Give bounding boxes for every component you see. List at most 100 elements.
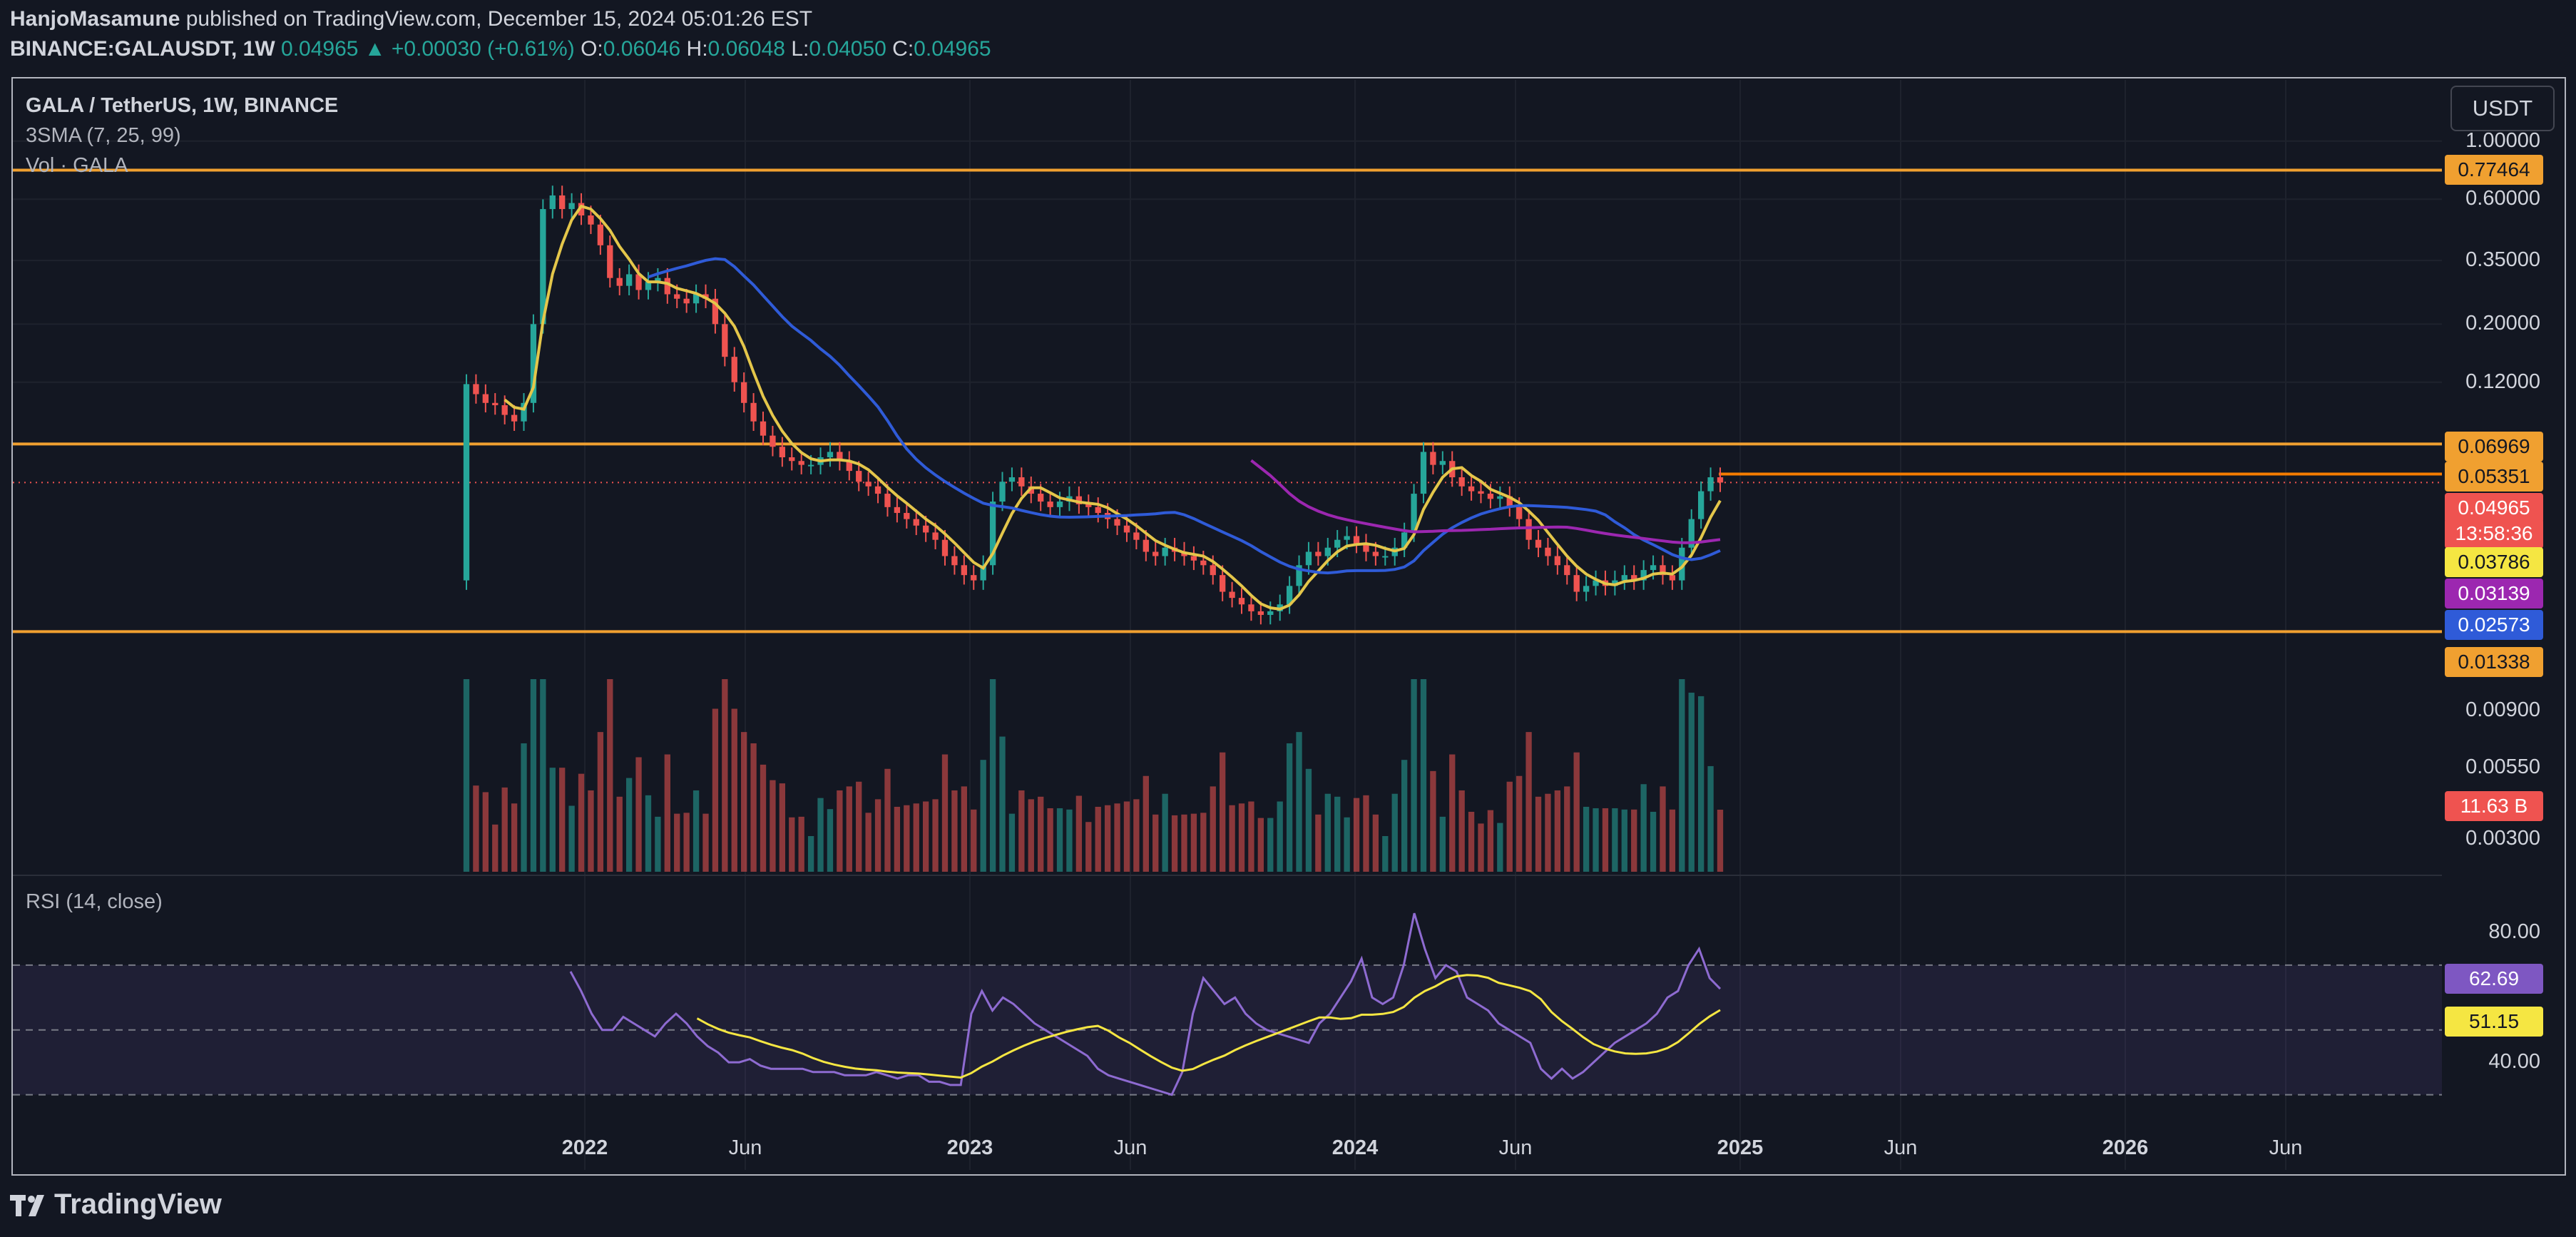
candle-56 xyxy=(999,482,1006,502)
volume-bar-31 xyxy=(760,764,767,872)
candle-101 xyxy=(1430,452,1436,465)
candle-21 xyxy=(664,278,670,295)
volume-bar-71 xyxy=(1143,775,1149,872)
candle-34 xyxy=(789,457,795,462)
volume-bar-122 xyxy=(1631,809,1637,872)
volume-bar-14 xyxy=(597,732,604,872)
candle-102 xyxy=(1439,461,1446,465)
price-change: +0.00030 (+0.61%) xyxy=(391,37,575,61)
badge-rsi: 62.69 xyxy=(2445,964,2543,994)
author-name[interactable]: HanjoMasamune xyxy=(10,7,180,31)
rsi-ma-line xyxy=(696,974,1721,1079)
low-value: 0.04050 xyxy=(809,37,886,61)
volume-bar-108 xyxy=(1497,823,1503,872)
volume-bar-11 xyxy=(568,805,575,872)
volume-bar-127 xyxy=(1679,679,1685,872)
badge-level-1: 0.06969 xyxy=(2445,432,2543,462)
x-tick-jun-7: Jun xyxy=(1884,1136,1918,1159)
volume-legend[interactable]: Vol · GALA xyxy=(26,154,128,177)
low-label: L: xyxy=(791,37,809,61)
volume-bar-68 xyxy=(1114,803,1120,872)
candle-96 xyxy=(1382,556,1389,558)
volume-bar-73 xyxy=(1162,793,1168,872)
volume-bar-114 xyxy=(1554,790,1561,872)
badge-sma7-5: 0.03786 xyxy=(2445,547,2543,577)
volume-bar-61 xyxy=(1047,808,1053,872)
candle-59 xyxy=(1028,486,1034,494)
badge-volume: 11.63 B xyxy=(2445,791,2543,821)
price-tick-2: 0.35000 xyxy=(2465,248,2540,272)
volume-bar-84 xyxy=(1267,818,1274,872)
volume-bar-111 xyxy=(1525,732,1532,872)
candle-32 xyxy=(770,435,776,447)
candle-92 xyxy=(1344,536,1350,540)
candle-29 xyxy=(741,382,747,403)
volume-bar-22 xyxy=(674,813,680,872)
candle-89 xyxy=(1315,551,1322,556)
badge-countdown-4: 13:58:36 xyxy=(2445,519,2543,549)
tradingview-logo[interactable]: TradingView xyxy=(10,1188,222,1221)
volume-bar-35 xyxy=(798,816,804,872)
rsi-legend[interactable]: RSI (14, close) xyxy=(26,890,163,913)
candle-50 xyxy=(941,539,949,556)
candle-7 xyxy=(530,324,537,403)
candle-1 xyxy=(473,384,479,394)
volume-tick-2: 0.00300 xyxy=(2465,827,2540,850)
sma-legend[interactable]: 3SMA (7, 25, 99) xyxy=(26,124,181,147)
volume-bar-38 xyxy=(827,809,834,872)
candle-116 xyxy=(1573,575,1580,592)
volume-bar-17 xyxy=(625,778,633,872)
candle-46 xyxy=(904,513,910,519)
volume-bar-124 xyxy=(1650,811,1657,872)
chart-frame xyxy=(11,77,2566,1176)
volume-bar-128 xyxy=(1688,692,1695,872)
volume-bar-29 xyxy=(741,732,747,872)
candle-4 xyxy=(501,405,508,415)
candle-35 xyxy=(798,461,804,465)
close-label: C: xyxy=(892,37,914,61)
volume-bar-115 xyxy=(1564,786,1570,872)
volume-bar-58 xyxy=(1018,790,1025,872)
volume-bar-69 xyxy=(1123,801,1130,872)
volume-bar-56 xyxy=(999,736,1006,872)
candle-15 xyxy=(607,245,613,278)
candle-38 xyxy=(827,452,834,457)
horizontal-levels[interactable] xyxy=(13,168,2442,633)
volume-bar-7 xyxy=(530,679,537,872)
candle-77 xyxy=(1200,560,1207,566)
volume-bar-86 xyxy=(1286,743,1293,872)
candle-13 xyxy=(588,215,594,225)
candle-18 xyxy=(635,274,642,290)
volume-bar-46 xyxy=(904,805,910,872)
candle-66 xyxy=(1095,506,1101,514)
volume-bar-74 xyxy=(1171,815,1178,872)
candle-84 xyxy=(1267,611,1274,615)
candle-80 xyxy=(1229,591,1235,599)
candle-39 xyxy=(837,452,843,462)
volume-bar-55 xyxy=(989,679,996,872)
candle-82 xyxy=(1248,604,1254,611)
volume-bar-53 xyxy=(971,809,977,872)
candle-128 xyxy=(1688,519,1695,548)
volume-bar-21 xyxy=(664,754,670,872)
candle-41 xyxy=(856,471,862,482)
volume-bar-75 xyxy=(1181,814,1187,872)
candle-31 xyxy=(760,421,767,436)
open-value: 0.06046 xyxy=(603,37,681,61)
volume-bar-20 xyxy=(655,816,661,872)
currency-button[interactable]: USDT xyxy=(2450,86,2555,131)
volume-bar-99 xyxy=(1411,679,1417,872)
volume-bar-81 xyxy=(1238,803,1245,872)
volume-bar-64 xyxy=(1075,795,1083,872)
volume-bar-77 xyxy=(1200,813,1207,872)
volume-bar-105 xyxy=(1468,811,1475,872)
time-axis[interactable]: 2022 Jun 2023 Jun 2024 Jun 2025 Jun 2026 Jun xyxy=(562,1136,2303,1159)
volume-bar-42 xyxy=(865,813,872,872)
candle-20 xyxy=(655,278,661,282)
ohlc-header: BINANCE:GALAUSDT, 1W 0.04965 ▲ +0.00030 … xyxy=(10,37,991,61)
volume-bar-4 xyxy=(501,787,508,872)
volume-bar-112 xyxy=(1535,796,1542,872)
volume-bar-60 xyxy=(1038,796,1044,872)
volume-bar-59 xyxy=(1028,799,1034,872)
